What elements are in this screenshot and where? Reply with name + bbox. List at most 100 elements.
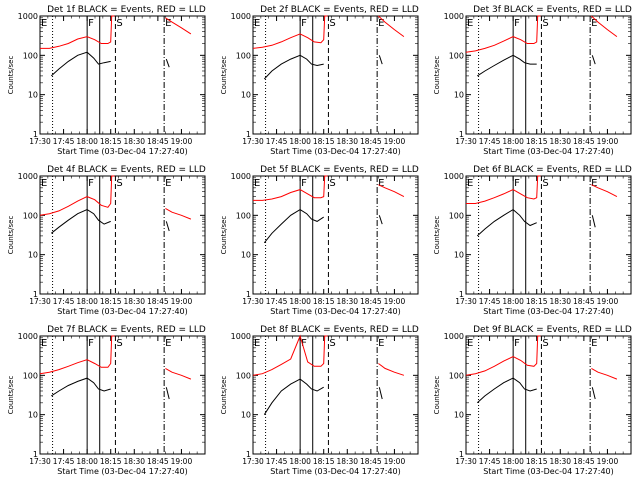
x-tick-label: 17:45 (53, 137, 75, 146)
y-tick-label: 1000 (231, 172, 251, 181)
event-marker-label: S (542, 18, 548, 29)
x-tick-label: 17:30 (242, 297, 264, 306)
event-marker-label: E (254, 338, 260, 349)
event-marker-label: E (41, 338, 47, 349)
x-tick-label: 17:45 (53, 297, 75, 306)
y-tick-label: 10 (454, 251, 464, 260)
lld-rate-line (165, 367, 192, 380)
x-tick-label: 18:45 (147, 137, 169, 146)
x-tick-label: 18:15 (526, 137, 548, 146)
y-tick-label: 10 (454, 411, 464, 420)
x-tick-label: 18:45 (573, 137, 595, 146)
x-tick-label: 18:30 (336, 137, 358, 146)
x-tick-label: 17:30 (242, 457, 264, 466)
x-tick-label: 17:45 (479, 297, 501, 306)
y-tick-label: 1 (459, 290, 464, 299)
event-marker-label: F (88, 178, 94, 189)
y-tick-label: 1000 (444, 332, 464, 341)
y-tick-label: 100 (449, 371, 464, 380)
lld-rate-line (465, 335, 541, 376)
event-marker-label: E (591, 178, 597, 189)
y-tick-label: 10 (28, 91, 38, 100)
event-marker-label: E (254, 178, 260, 189)
x-tick-label: 17:45 (266, 297, 288, 306)
x-tick-label: 17:45 (266, 457, 288, 466)
lld-rate-line (591, 367, 618, 380)
x-tick-label: 17:30 (29, 297, 51, 306)
x-axis-label: Start Time (03-Dec-04 17:27:40) (57, 147, 188, 156)
x-tick-label: 19:00 (384, 297, 406, 306)
y-axis-label: Counts/sec (7, 376, 15, 415)
x-tick-label: 18:30 (123, 297, 145, 306)
lld-rate-line (165, 207, 192, 220)
x-tick-label: 17:30 (29, 137, 51, 146)
x-tick-label: 18:15 (100, 297, 122, 306)
x-axis-label: Start Time (03-Dec-04 17:27:40) (270, 467, 401, 476)
y-tick-label: 10 (454, 91, 464, 100)
events-rate-line (476, 377, 537, 404)
x-tick-label: 17:30 (455, 457, 477, 466)
y-tick-label: 1000 (444, 172, 464, 181)
lld-rate-line (378, 363, 405, 376)
event-marker-label: E (467, 18, 473, 29)
events-rate-line (51, 377, 111, 397)
panel-title: Det 9f BLACK = Events, RED = LLD (473, 325, 632, 335)
y-tick-label: 100 (449, 51, 464, 60)
x-tick-label: 18:45 (360, 137, 382, 146)
detector-panel: Det 7f BLACK = Events, RED = LLD 1 10 100 10… (7, 325, 206, 476)
event-marker-label: S (542, 338, 548, 349)
event-marker-label: E (165, 338, 171, 349)
x-tick-label: 18:00 (289, 137, 311, 146)
event-marker-label: S (116, 338, 122, 349)
plot-frame (39, 15, 206, 135)
panel-title: Det 2f BLACK = Events, RED = LLD (260, 5, 419, 15)
plot-frame (252, 15, 419, 135)
events-rate-line (378, 215, 383, 225)
x-tick-label: 18:30 (336, 457, 358, 466)
y-tick-label: 1 (459, 130, 464, 139)
plot-frame (465, 15, 632, 135)
event-marker-label: S (329, 178, 335, 189)
event-marker-label: F (514, 178, 520, 189)
lld-rate-line (39, 175, 115, 216)
panel-title: Det 4f BLACK = Events, RED = LLD (47, 165, 206, 175)
lld-rate-line (252, 15, 328, 49)
x-tick-label: 17:30 (455, 137, 477, 146)
event-marker-label: F (88, 338, 94, 349)
y-tick-label: 10 (241, 251, 251, 260)
lld-rate-line (378, 15, 405, 38)
panel-title: Det 7f BLACK = Events, RED = LLD (47, 325, 206, 335)
panel-title: Det 5f BLACK = Events, RED = LLD (260, 165, 419, 175)
event-marker-label: E (378, 18, 384, 29)
lld-rate-line (465, 15, 541, 53)
x-tick-label: 18:00 (76, 457, 98, 466)
event-marker-label: F (514, 18, 520, 29)
event-marker-label: E (165, 178, 171, 189)
x-axis-label: Start Time (03-Dec-04 17:27:40) (483, 307, 614, 316)
x-tick-label: 18:45 (573, 297, 595, 306)
plot-frame (39, 335, 206, 455)
y-tick-label: 100 (23, 51, 38, 60)
event-marker-label: E (467, 338, 473, 349)
x-tick-label: 19:00 (171, 457, 193, 466)
event-marker-label: E (378, 338, 384, 349)
y-tick-label: 1 (246, 450, 251, 459)
y-tick-label: 10 (28, 251, 38, 260)
x-tick-label: 18:00 (502, 457, 524, 466)
panel-title: Det 3f BLACK = Events, RED = LLD (473, 5, 632, 15)
y-tick-label: 1 (33, 290, 38, 299)
event-marker-label: S (116, 178, 122, 189)
events-rate-line (378, 387, 383, 400)
events-rate-line (263, 378, 324, 415)
x-tick-label: 18:15 (526, 457, 548, 466)
y-axis-label: Counts/sec (433, 216, 441, 255)
x-tick-label: 18:30 (123, 137, 145, 146)
lld-rate-line (378, 184, 405, 198)
x-axis-label: Start Time (03-Dec-04 17:27:40) (57, 467, 188, 476)
x-tick-label: 17:30 (455, 297, 477, 306)
detector-panel: Det 8f BLACK = Events, RED = LLD 1 10 100 10… (220, 325, 419, 476)
event-marker-label: F (301, 18, 307, 29)
x-tick-label: 18:00 (289, 457, 311, 466)
x-axis-label: Start Time (03-Dec-04 17:27:40) (270, 307, 401, 316)
event-marker-label: E (378, 178, 384, 189)
